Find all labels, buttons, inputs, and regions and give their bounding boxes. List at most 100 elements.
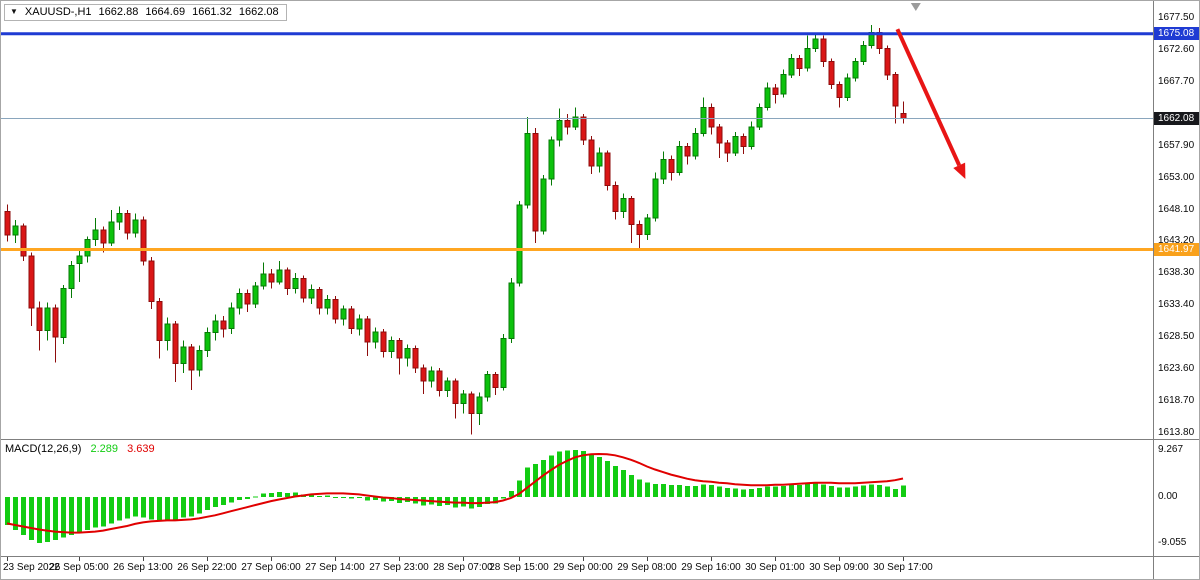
time-axis-label: 29 Sep 00:00 [553,562,613,573]
macd-bar [901,485,906,497]
macd-bar [589,454,594,497]
macd-bar [317,496,322,497]
trend-arrow-shaft[interactable] [895,28,962,167]
candle-body [492,373,499,388]
candle-body [428,370,435,382]
candle-body [172,323,179,364]
macd-bar [253,496,258,498]
macd-bar [37,497,42,543]
candle-body [468,393,475,414]
macd-bar [701,484,706,497]
macd-bar [277,491,282,497]
candle-body [260,273,267,287]
time-axis-label: 29 Sep 16:00 [681,562,741,573]
candle-body [772,87,779,95]
macd-name-label: MACD(12,26,9) [5,443,82,455]
candle-body [476,396,483,415]
candle-body [652,178,659,219]
price-chart-canvas[interactable] [1,1,1153,439]
macd-bar [261,493,266,497]
indicator-window-separator[interactable] [1,439,1199,440]
price-axis-label: 1672.60 [1158,43,1195,55]
macd-bar [573,449,578,497]
macd-bar [581,451,586,497]
time-axis-label: 26 Sep 13:00 [113,562,173,573]
time-axis-label: 27 Sep 23:00 [369,562,429,573]
macd-bar [29,497,34,541]
trend-arrow[interactable] [895,28,966,179]
price-axis-label: 1657.90 [1158,139,1195,151]
ohlc-low-value: 1661.32 [192,6,232,18]
macd-bar [821,484,826,497]
macd-bar [565,450,570,497]
macd-bar [117,497,122,521]
macd-bar [637,479,642,497]
candle-body [68,265,75,289]
candle-body [356,318,363,330]
macd-bar [861,485,866,497]
macd-bar [549,455,554,497]
symbol-period-label: XAUUSD-,H1 [24,6,92,18]
time-axis-tick [583,557,584,561]
candle-body [716,126,723,144]
candle-body [108,221,115,244]
candle-body [196,349,203,371]
macd-bar [109,497,114,524]
macd-bar [805,483,810,497]
macd-bar [21,497,26,536]
macd-bar [293,492,298,497]
macd-bar [597,456,602,497]
candle-body [860,44,867,63]
time-axis-tick [903,557,904,561]
ohlc-close-value: 1662.08 [238,6,279,18]
macd-bar [269,492,274,497]
candle-body [500,338,507,389]
macd-bar [517,480,522,497]
macd-bar [493,497,498,504]
ohlc-high-value: 1664.69 [145,6,186,18]
candle-body [764,87,771,108]
price-axis-label: 1623.60 [1158,363,1195,375]
candle-body [700,106,707,134]
macd-bar [885,486,890,497]
price-axis[interactable]: 1677.50 1672.60 1667.70 1657.90 1653.00 1648.… [1154,1,1199,556]
candle-body [60,287,67,338]
time-axis[interactable]: 23 Sep 2022 26 Sep 05:00 26 Sep 13:00 26 Se… [1,557,1153,579]
candle-body [300,278,307,299]
macd-bar [125,497,130,519]
macd-indicator-canvas[interactable] [1,440,1153,556]
macd-bar [653,483,658,497]
candle-body [892,74,899,107]
candle-body [484,373,491,398]
macd-bar [829,485,834,497]
macd-histogram [5,449,906,543]
macd-bar [61,497,66,538]
candle-body [364,318,371,343]
macd-bar [445,497,450,506]
candle-body [20,225,27,257]
chart-shift-marker-icon[interactable] [910,3,921,11]
macd-bar [853,486,858,497]
trend-arrow-head[interactable] [953,162,966,179]
macd-bar [541,459,546,497]
candle-body [116,213,123,223]
candle-body [732,136,739,154]
candle-body [268,273,275,283]
candle-body [452,380,459,405]
price-axis-label: 1643.20 [1158,235,1195,247]
macd-bar [733,488,738,497]
candle-body [740,136,747,147]
macd-bar [13,497,18,531]
candle-body [644,217,651,235]
macd-bar [85,497,90,531]
macd-bar [69,497,74,536]
candle-body [436,370,443,392]
time-axis-label: 28 Sep 15:00 [489,562,549,573]
macd-bar [813,483,818,497]
candle-body [36,307,43,332]
candle-body [76,255,83,265]
candle-body [580,116,587,141]
macd-signal-value: 3.639 [127,443,155,455]
time-axis-label: 27 Sep 14:00 [305,562,365,573]
candle-body [420,367,427,382]
